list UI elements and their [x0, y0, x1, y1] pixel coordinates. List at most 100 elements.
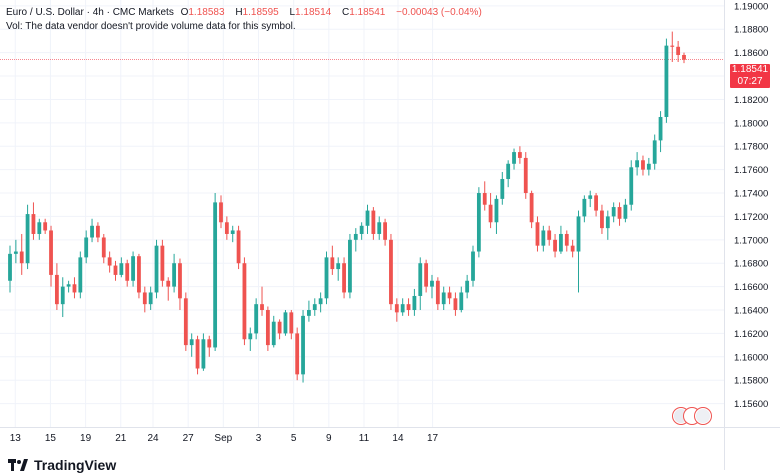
candle-body — [529, 193, 534, 223]
x-tick-label: 17 — [427, 433, 439, 444]
candle-body — [154, 245, 159, 293]
x-tick-label: 19 — [80, 433, 92, 444]
brand-name: TradingView — [34, 457, 117, 473]
candle-body — [207, 339, 212, 348]
y-tick-label: 1.15800 — [734, 376, 768, 387]
open-value: 1.18583 — [188, 7, 225, 18]
candle-body — [125, 263, 130, 281]
low-label: L — [289, 7, 296, 18]
y-tick-label: 1.15600 — [734, 399, 768, 410]
candle-body — [254, 304, 259, 334]
candle-body — [383, 222, 388, 240]
candle-body — [248, 333, 253, 340]
candle-body — [500, 178, 505, 199]
event-flags[interactable] — [673, 408, 711, 424]
candle-body — [564, 233, 569, 246]
y-tick-label: 1.17000 — [734, 235, 768, 246]
candle-body — [148, 292, 153, 305]
y-tick-label: 1.16400 — [734, 306, 768, 317]
candle-body — [570, 245, 575, 252]
candle-body — [682, 54, 686, 60]
candle-body — [359, 225, 364, 234]
candle-body — [236, 230, 241, 264]
candle-body — [54, 274, 59, 305]
x-tick-label: 21 — [115, 433, 127, 444]
candle-body — [365, 210, 370, 226]
candle-body — [488, 204, 493, 223]
x-tick-label: 9 — [326, 433, 332, 444]
candle-body — [623, 204, 628, 219]
candle-body — [418, 263, 423, 296]
y-tick-label: 1.16800 — [734, 259, 768, 270]
candle-body — [377, 222, 382, 234]
candle-body — [66, 284, 71, 287]
candle-body — [453, 298, 458, 311]
candle-body — [25, 214, 30, 264]
candle-body — [172, 263, 177, 287]
candle-body — [301, 315, 305, 375]
x-tick-label: 27 — [183, 433, 195, 444]
candle-body — [113, 265, 118, 275]
candle-body — [412, 295, 417, 311]
candle-body — [318, 298, 323, 305]
candle-body — [277, 321, 282, 334]
candle-body — [553, 239, 557, 252]
last-price-value: 1.18541 — [731, 64, 769, 75]
candle-body — [265, 310, 270, 346]
candle-body — [430, 280, 434, 287]
tradingview-logo[interactable]: TradingView — [8, 456, 116, 474]
candle-body — [271, 321, 276, 346]
candle-body — [189, 339, 194, 346]
y-tick-label: 1.17800 — [734, 142, 768, 153]
y-tick-label: 1.17600 — [734, 165, 768, 176]
close-value: 1.18541 — [349, 7, 386, 18]
y-tick-label: 1.19000 — [734, 1, 768, 12]
candle-body — [101, 237, 106, 258]
candle-body — [465, 280, 470, 293]
y-tick-label: 1.18000 — [734, 118, 768, 129]
volume-note: Vol: The data vendor doesn't provide vol… — [6, 21, 296, 32]
candle-body — [476, 193, 481, 252]
candle-body — [517, 152, 522, 158]
symbol-legend: Euro / U.S. Dollar · 4h · CMC Markets O1… — [6, 7, 486, 18]
candle-body — [588, 195, 593, 199]
candle-body — [119, 263, 124, 275]
candle-body — [224, 222, 229, 234]
high-value: 1.18595 — [242, 7, 279, 18]
candle-body — [230, 230, 235, 234]
candle-body — [635, 160, 640, 168]
close-label: C — [341, 7, 350, 18]
candle-body — [435, 280, 440, 305]
candle-body — [652, 140, 657, 164]
candle-body — [213, 202, 218, 348]
candle-body — [424, 263, 429, 287]
candle-body — [242, 263, 247, 340]
candle-body — [306, 310, 311, 316]
high-label: H — [235, 7, 243, 18]
candle-body — [406, 304, 411, 311]
candle-body — [371, 210, 376, 234]
candle-body — [49, 230, 53, 275]
candle-body — [389, 239, 393, 305]
candle-body — [459, 292, 464, 311]
candle-body — [342, 263, 346, 293]
candle-body — [142, 292, 147, 305]
candle-body — [523, 157, 528, 194]
candle-body — [178, 263, 182, 299]
candle-body — [183, 298, 188, 346]
candle-body — [629, 167, 634, 205]
tradingview-icon — [8, 459, 28, 471]
us-flag-icon-2[interactable] — [695, 408, 711, 424]
candle-body — [90, 225, 94, 238]
candle-body — [107, 257, 112, 266]
candle-body — [676, 46, 681, 55]
x-tick-label: 24 — [147, 433, 159, 444]
candle-body — [283, 312, 288, 334]
last-price-badge: 1.18541 07:27 — [730, 64, 770, 88]
candle-body — [541, 230, 546, 246]
candle-body — [646, 163, 651, 170]
y-tick-label: 1.16000 — [734, 352, 768, 363]
candle-body — [260, 304, 264, 311]
candle-body — [295, 333, 300, 375]
